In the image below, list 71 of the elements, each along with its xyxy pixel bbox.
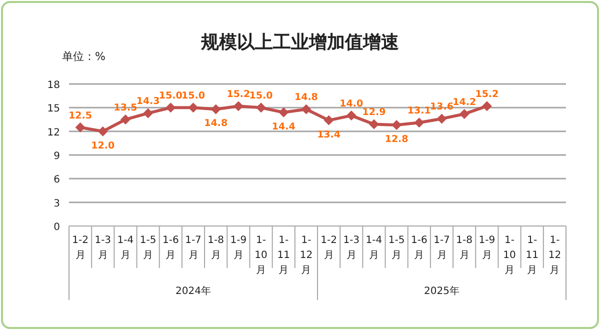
x-tick-label: 1-7月 (185, 235, 202, 261)
x-tick-label: 1-12月 (548, 235, 562, 276)
point (436, 114, 447, 124)
x-tick-label: 1-8月 (456, 235, 473, 261)
x-tick-label: 1-2月 (72, 235, 88, 261)
y-tick-label: 3 (54, 198, 60, 210)
data-label: 12.0 (91, 140, 115, 152)
x-tick-label: 1-4月 (366, 235, 382, 261)
y-tick-label: 18 (47, 80, 60, 91)
data-label: 13.4 (317, 129, 341, 140)
data-label: 15.0 (249, 90, 274, 102)
data-label: 13.6 (430, 102, 454, 113)
data-label: 15.0 (182, 90, 206, 102)
x-tick-label: 1-5月 (140, 235, 156, 261)
y-tick-label: 15 (47, 104, 60, 115)
point (324, 115, 334, 126)
point (414, 118, 424, 128)
data-label: 12.9 (362, 107, 386, 118)
x-tick-label: 1-2月 (320, 235, 337, 261)
data-label: 14.3 (136, 96, 160, 108)
point (256, 102, 266, 113)
text: 2024年 (176, 285, 211, 297)
point (392, 120, 402, 130)
data-label: 13.5 (114, 102, 138, 114)
x-tick-label: 1-4月 (117, 235, 134, 261)
data-label: 12.5 (68, 110, 92, 122)
data-label: 12.8 (384, 134, 409, 146)
y-axis-title: 单位：% (62, 50, 106, 63)
point (233, 101, 244, 112)
x-tick-label: 1-3月 (94, 235, 112, 261)
chart-title: 规模以上工业增加值增速 (200, 32, 399, 53)
data-label: 14.8 (204, 118, 228, 130)
point (166, 102, 176, 113)
point (459, 108, 470, 119)
x-tick-label: 1-3月 (343, 235, 360, 261)
point (368, 119, 379, 130)
y-tick-label: 6 (54, 174, 60, 186)
data-label: 15.2 (475, 89, 499, 100)
point (98, 126, 108, 136)
x-tick-label: 1-12月 (300, 235, 313, 276)
text: 2025年 (424, 285, 460, 297)
point (188, 102, 198, 113)
data-label: 15.2 (226, 89, 250, 100)
data-label: 13.1 (407, 106, 431, 117)
x-tick-label: 1-10月 (254, 235, 268, 276)
point (346, 110, 356, 121)
point (143, 108, 154, 118)
point (120, 114, 130, 124)
data-label: 14.2 (452, 96, 476, 108)
x-tick-label: 1-10月 (503, 235, 516, 276)
x-tick-label: 1-6月 (410, 235, 428, 261)
y-tick-label: 9 (54, 151, 60, 162)
x-tick-label: 1-11月 (526, 235, 538, 276)
point (482, 101, 492, 112)
y-tick-label: 0 (54, 222, 60, 233)
x-tick-label: 1-6月 (162, 235, 179, 261)
data-label: 14.0 (340, 98, 364, 110)
point (278, 107, 289, 118)
point (210, 104, 221, 114)
y-tick-label: 12 (47, 127, 60, 138)
x-tick-label: 1-7月 (434, 235, 450, 261)
point (75, 122, 86, 132)
x-tick-label: 1-5月 (388, 235, 405, 261)
data-label: 14.8 (294, 92, 318, 104)
data-label: 14.4 (272, 121, 296, 132)
point (301, 104, 312, 114)
x-tick-label: 1-9月 (478, 235, 496, 261)
data-label: 15.0 (158, 90, 183, 102)
x-tick-label: 1-9月 (230, 235, 247, 261)
x-tick-label: 1-8月 (208, 235, 224, 261)
x-tick-label: 1-11月 (277, 235, 290, 276)
